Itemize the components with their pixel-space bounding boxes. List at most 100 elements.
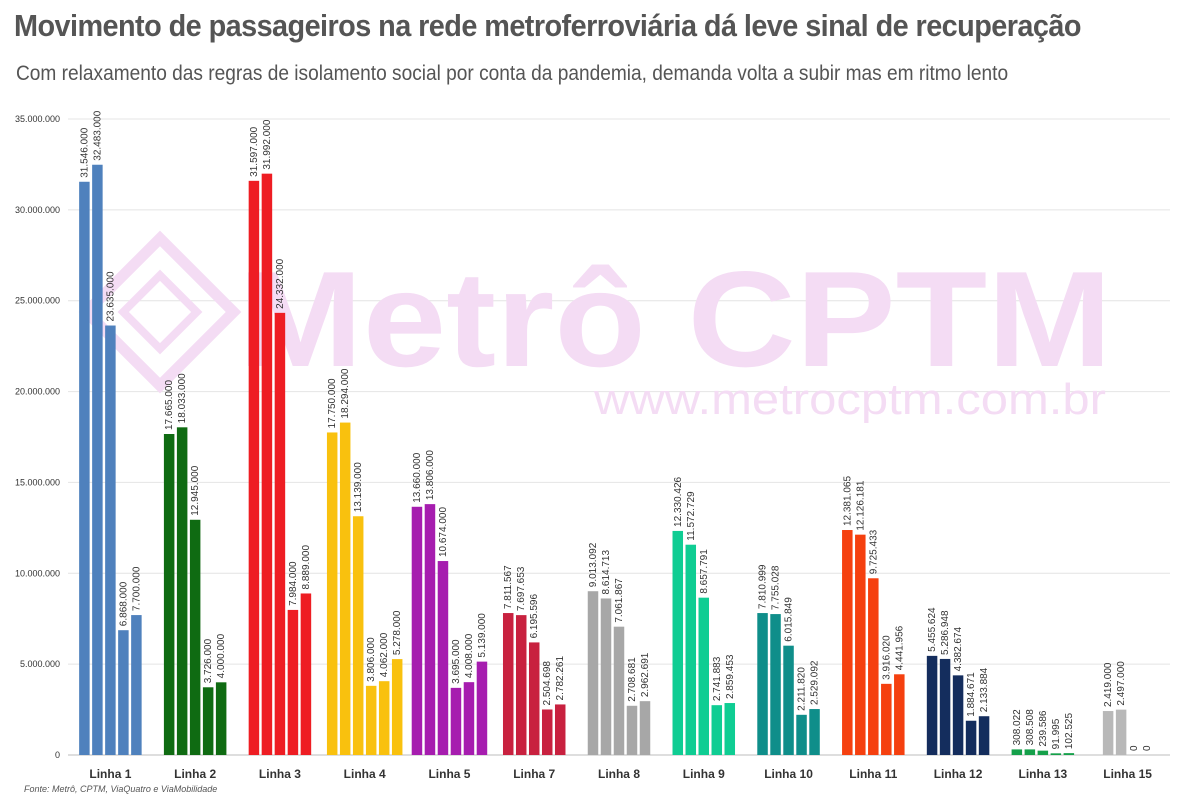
bar xyxy=(783,645,794,755)
data-label: 11.572.729 xyxy=(686,491,697,541)
bar xyxy=(1037,750,1049,755)
bar xyxy=(424,504,436,755)
data-label: 7.810.999 xyxy=(758,564,769,609)
data-label: 24.332.000 xyxy=(275,258,286,308)
x-tick-label: Linha 5 xyxy=(428,767,470,781)
bar xyxy=(502,613,514,755)
bar xyxy=(202,687,214,755)
watermark-url: www.metrocptm.com.br xyxy=(593,375,1106,424)
data-label: 7.755.028 xyxy=(771,565,782,610)
bar xyxy=(79,181,90,756)
data-label: 18.033.000 xyxy=(177,373,188,423)
data-label: 2.708.681 xyxy=(627,657,638,702)
bar xyxy=(724,703,736,755)
data-label: 12.945.000 xyxy=(190,465,201,515)
bar xyxy=(554,704,566,755)
chart-subtitle: Com relaxamento das regras de isolamento… xyxy=(16,62,1009,85)
bar xyxy=(587,591,599,755)
bar xyxy=(1050,753,1062,755)
bar xyxy=(613,626,625,755)
y-axis: 0 5.000.000 10.000.000 15.000.000 20.000.000… xyxy=(15,114,60,760)
bar xyxy=(528,642,540,755)
x-tick-label: Linha 11 xyxy=(849,767,897,781)
data-label: 2.497.000 xyxy=(1116,661,1127,706)
bar xyxy=(215,682,227,755)
data-label: 1.884.671 xyxy=(966,672,977,717)
data-label: 7.697.653 xyxy=(516,566,527,611)
data-label: 8.889.000 xyxy=(301,545,312,590)
data-label: 18.294.000 xyxy=(340,368,351,418)
data-label: 0 xyxy=(1142,745,1153,751)
bar xyxy=(411,506,423,755)
bar xyxy=(1024,749,1036,755)
x-tick-label: Linha 15 xyxy=(1103,767,1152,781)
bar xyxy=(965,720,977,755)
bar xyxy=(1063,753,1075,755)
bar xyxy=(952,675,964,755)
x-tick-label: Linha 1 xyxy=(89,767,131,781)
bar xyxy=(261,173,273,755)
bar xyxy=(894,674,905,755)
bar xyxy=(352,516,364,755)
bar xyxy=(131,615,142,755)
bar xyxy=(391,659,403,755)
data-label: 3.726.000 xyxy=(203,638,214,683)
watermark-logo xyxy=(78,230,242,394)
x-tick-label: Linha 2 xyxy=(174,767,216,781)
bar xyxy=(757,613,768,755)
bar xyxy=(463,682,475,755)
data-label: 7.700.000 xyxy=(131,566,142,611)
data-label: 2.962.691 xyxy=(640,652,651,697)
x-tick-label: Linha 9 xyxy=(683,767,725,781)
data-label: 3.806.000 xyxy=(366,637,377,682)
bar xyxy=(339,422,351,755)
bar xyxy=(450,687,462,755)
bar xyxy=(163,434,175,755)
bar xyxy=(939,658,951,755)
bar xyxy=(1102,711,1114,755)
data-label: 8.657.791 xyxy=(699,549,710,594)
x-tick-label: Linha 7 xyxy=(513,767,555,781)
bar xyxy=(515,615,527,755)
bar xyxy=(365,685,377,755)
x-tick-label: Linha 10 xyxy=(764,767,813,781)
data-label: 3.695.000 xyxy=(451,639,462,684)
data-label: 4.000.000 xyxy=(216,633,227,678)
data-label: 12.126.181 xyxy=(855,480,866,530)
data-label: 7.811.567 xyxy=(503,565,514,609)
data-label: 32.483.000 xyxy=(92,110,103,160)
data-label: 2.133.884 xyxy=(979,667,990,712)
y-tick-label: 5.000.000 xyxy=(20,659,60,669)
data-label: 6.015.849 xyxy=(784,597,795,642)
x-tick-label: Linha 13 xyxy=(1019,767,1068,781)
bar xyxy=(326,432,338,755)
data-label: 5.278.000 xyxy=(392,610,403,655)
data-label: 23.635.000 xyxy=(105,271,116,321)
data-label: 0 xyxy=(1129,745,1140,751)
bar xyxy=(672,530,684,755)
y-tick-label: 25.000.000 xyxy=(15,296,60,306)
bar xyxy=(92,164,103,755)
data-label: 5.139.000 xyxy=(477,613,488,658)
data-label: 2.859.453 xyxy=(725,654,736,699)
bar xyxy=(1011,749,1023,755)
data-label: 17.665.000 xyxy=(164,380,175,430)
watermark-brand: Metrô CPTM xyxy=(238,243,1112,395)
bar xyxy=(189,519,201,755)
bar xyxy=(118,630,129,755)
x-axis: Linha 1 Linha 2 Linha 3 Linha 4 Linha 5 Linha… xyxy=(89,767,1152,781)
data-label: 2.211.820 xyxy=(797,667,808,711)
data-label: 6.868.000 xyxy=(118,581,129,626)
bar xyxy=(685,544,697,755)
y-tick-label: 0 xyxy=(55,750,60,760)
y-tick-label: 15.000.000 xyxy=(15,477,60,487)
bar xyxy=(300,593,312,755)
data-label: 5.286.948 xyxy=(940,610,951,655)
bar xyxy=(926,655,938,755)
bar xyxy=(287,609,299,755)
data-label: 12.381.065 xyxy=(842,476,853,526)
bar xyxy=(1115,709,1127,755)
data-label: 3.916.020 xyxy=(881,635,892,680)
